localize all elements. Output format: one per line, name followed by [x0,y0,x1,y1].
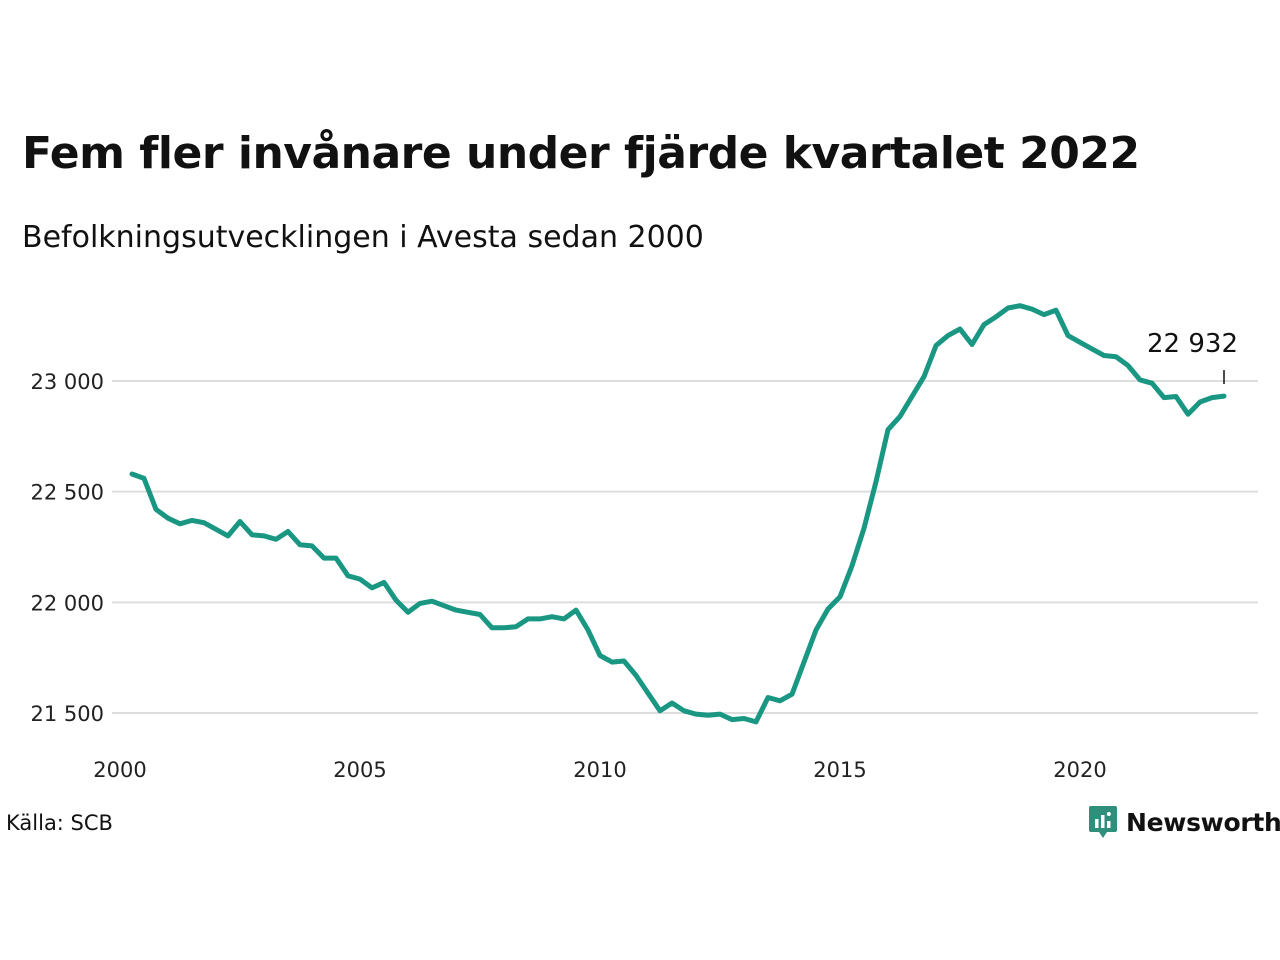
newsworthy-logo[interactable]: Newsworthy [1088,804,1280,840]
x-tick-label: 2015 [813,758,866,782]
y-tick-label: 21 500 [31,702,104,726]
chart-subtitle: Befolkningsutvecklingen i Avesta sedan 2… [22,220,704,255]
source-label: Källa: SCB [6,811,113,835]
series-line-population [129,303,1227,725]
gridlines [112,380,1258,714]
y-axis-ticks: 21 500 22 000 22 500 23 000 [31,370,104,726]
annotation-layer: 22 932 [1147,329,1238,385]
y-tick-label: 22 500 [31,481,104,505]
x-tick-label: 2005 [333,758,386,782]
y-tick-label: 22 000 [31,591,104,615]
x-tick-label: 2000 [93,758,146,782]
y-tick-label: 23 000 [31,370,104,394]
x-tick-label: 2020 [1053,758,1106,782]
chart-title: Fem fler invånare under fjärde kvartalet… [22,128,1140,179]
x-tick-label: 2010 [573,758,626,782]
last-value-label: 22 932 [1147,329,1238,359]
x-axis-ticks: 2000 2005 2010 2015 2020 [93,758,1106,782]
newsworthy-logo-icon [1089,806,1117,838]
brand-name: Newsworthy [1126,807,1280,837]
series-layer [129,303,1227,725]
